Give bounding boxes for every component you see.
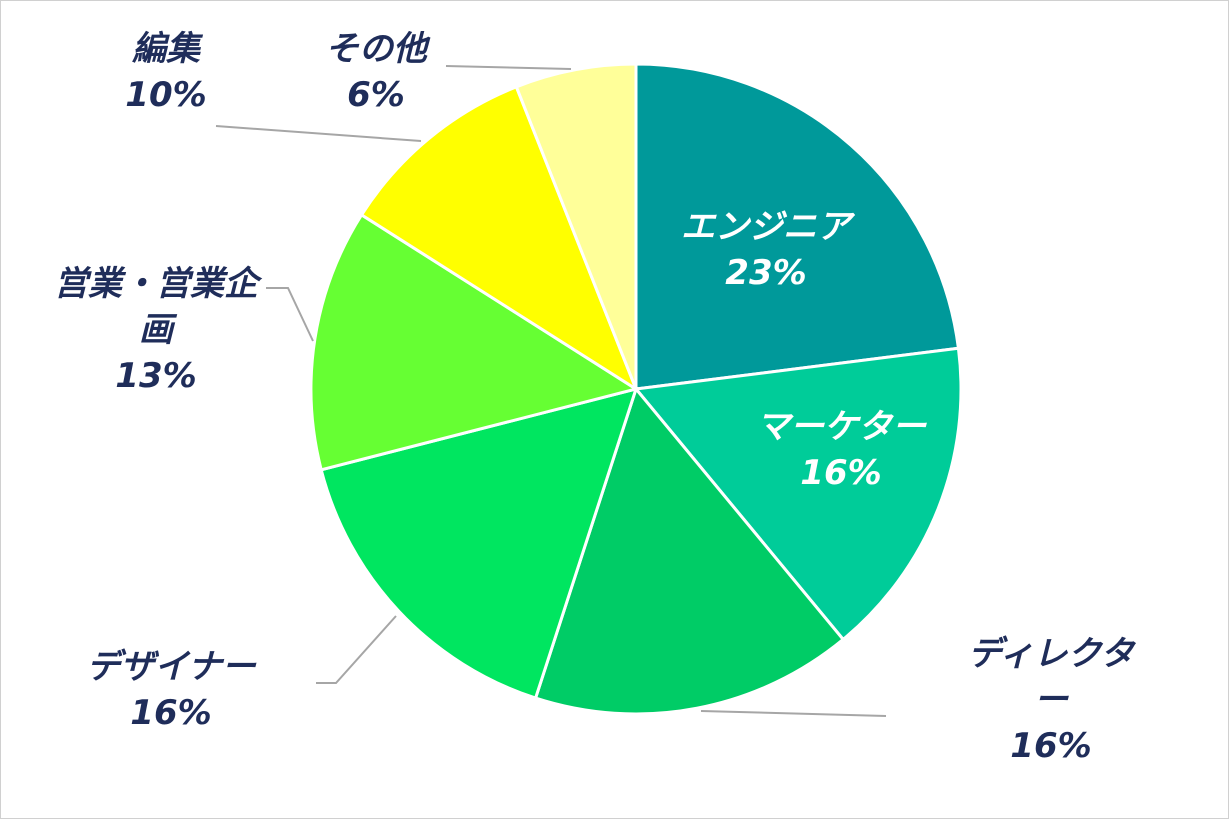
data-label: 編集 10% bbox=[125, 27, 206, 119]
pie-slice bbox=[309, 212, 640, 472]
leader-line bbox=[266, 287, 314, 342]
data-label: デザイナー 16% bbox=[86, 645, 255, 737]
category-label: デザイナー bbox=[86, 647, 256, 688]
category-label: ディレクター bbox=[967, 634, 1135, 721]
value-label: 16% bbox=[130, 693, 212, 733]
value-label: 16% bbox=[1010, 725, 1092, 766]
category-label: エンジニア bbox=[681, 207, 851, 248]
value-label: 13% bbox=[115, 355, 197, 396]
pie-slice bbox=[533, 385, 846, 716]
pie-slice bbox=[634, 62, 961, 391]
pie-slice bbox=[514, 62, 638, 390]
data-label: その他 6% bbox=[325, 27, 427, 119]
category-label: 営業・営業企画 bbox=[54, 264, 258, 351]
pie-slice bbox=[319, 386, 639, 700]
leader-line bbox=[700, 710, 887, 717]
data-label: ディレクター 16% bbox=[963, 632, 1140, 770]
value-label: 23% bbox=[725, 253, 807, 293]
category-label: マーケター bbox=[756, 407, 926, 448]
category-label: 編集 bbox=[131, 29, 200, 70]
category-label: その他 bbox=[325, 29, 427, 70]
leader-line bbox=[445, 65, 572, 70]
value-label: 6% bbox=[347, 75, 405, 115]
pie-slice bbox=[359, 84, 640, 393]
leader-line bbox=[215, 125, 422, 142]
leader-line bbox=[316, 615, 397, 684]
data-label: エンジニア 23% bbox=[681, 205, 851, 297]
data-label: マーケター 16% bbox=[756, 405, 926, 497]
data-label: 営業・営業企画 13% bbox=[41, 262, 271, 400]
value-label: 16% bbox=[800, 453, 882, 493]
pie-slice bbox=[633, 346, 963, 642]
value-label: 10% bbox=[125, 75, 207, 115]
